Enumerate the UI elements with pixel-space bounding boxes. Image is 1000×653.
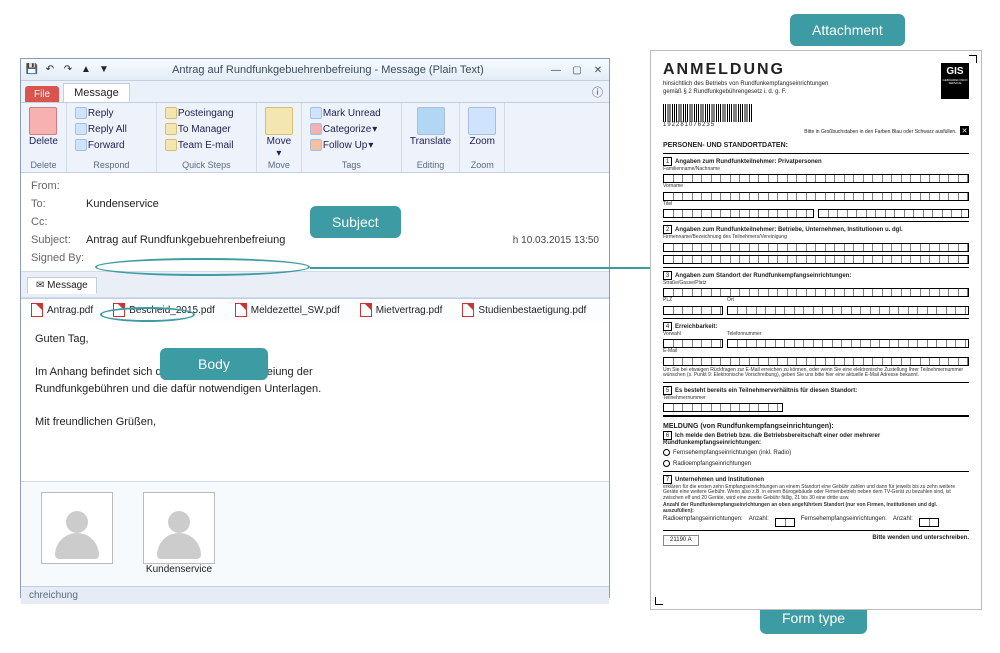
form-section: 4Erreichbarkeit: VorwahlTelefonnummer E-…: [663, 322, 969, 379]
ribbon-group-delete: Delete Delete: [21, 103, 67, 172]
status-bar: chreichung: [21, 586, 609, 604]
from-label: From:: [31, 180, 86, 192]
window-controls: — ▢ ✕: [545, 64, 605, 76]
prev-icon[interactable]: ▲: [79, 63, 93, 77]
section-title: PERSONEN- UND STANDORTDATEN:: [663, 142, 969, 150]
group-label: Tags: [308, 160, 395, 172]
tab-message[interactable]: Message: [63, 83, 130, 102]
redo-icon[interactable]: ↷: [61, 63, 75, 77]
ribbon-group-tags: Mark Unread Categorize ▾ Follow Up ▾ Tag…: [302, 103, 402, 172]
subject-label: Subject:: [31, 234, 86, 246]
oval-subject: [95, 258, 310, 276]
zoom-button[interactable]: Zoom: [466, 106, 498, 148]
people-pane: Kundenservice: [21, 481, 609, 586]
quick-access-toolbar: 💾 ↶ ↷ ▲ ▼: [25, 63, 111, 77]
attachment-item[interactable]: Meldezettel_SW.pdf: [235, 303, 340, 317]
contact-card[interactable]: Kundenservice: [143, 492, 215, 575]
contact-card[interactable]: [41, 492, 113, 564]
undo-icon[interactable]: ↶: [43, 63, 57, 77]
email-window: 💾 ↶ ↷ ▲ ▼ Antrag auf Rundfunkgebuehrenbe…: [20, 58, 610, 598]
attachment-tab[interactable]: ✉ Message: [27, 277, 97, 294]
ribbon-group-quick-steps: Posteingang To Manager Team E-mail Quick…: [157, 103, 257, 172]
group-label: Editing: [408, 160, 453, 172]
form-footer: Bitte wenden und unterschreiben.: [872, 535, 969, 546]
delete-button[interactable]: Delete: [27, 106, 60, 148]
pdf-icon: [462, 303, 474, 317]
form-type-code: 21190 A: [663, 535, 699, 546]
forward-button[interactable]: Forward: [73, 138, 127, 152]
avatar-icon: [41, 492, 113, 564]
next-icon[interactable]: ▼: [97, 63, 111, 77]
form-subtitle: gemäß § 2 Rundfunkgebührengesetz i. d. g…: [663, 89, 969, 96]
attachment-item[interactable]: Antrag.pdf: [31, 303, 93, 317]
ribbon-group-editing: Translate Editing: [402, 103, 460, 172]
callout-body: Body: [160, 348, 268, 380]
attachment-bar: ✉ Message: [21, 272, 609, 298]
body-line: Guten Tag,: [35, 331, 595, 348]
group-label: Zoom: [466, 160, 498, 172]
ribbon-group-respond: Reply Reply All Forward Respond: [67, 103, 157, 172]
form-section: 7Unternehmen und Institutionen erklären …: [663, 475, 969, 528]
section-title: MELDUNG (von Rundfunkempfangseinrichtung…: [663, 423, 969, 431]
pdf-icon: [31, 303, 43, 317]
form-section: 2Angaben zum Rundfunkteilnehmer: Betrieb…: [663, 225, 969, 264]
form-section: 3Angaben zum Standort der Rundfunkempfan…: [663, 271, 969, 315]
window-title: Antrag auf Rundfunkgebuehrenbefreiung - …: [111, 64, 545, 76]
cc-label: Cc:: [31, 216, 86, 228]
reply-button[interactable]: Reply: [73, 106, 116, 120]
quickstep-posteingang[interactable]: Posteingang: [163, 106, 236, 120]
pdf-icon: [360, 303, 372, 317]
help-icon[interactable]: ⓘ: [586, 82, 609, 102]
ribbon-group-move: Move▾ Move: [257, 103, 302, 172]
maximize-icon[interactable]: ▢: [570, 65, 584, 76]
group-label: Move: [263, 160, 295, 172]
arrow-line: [310, 267, 668, 269]
form-subtitle: hinsichtlich des Betriebs von Rundfunkem…: [663, 81, 969, 88]
save-icon[interactable]: 💾: [25, 63, 39, 77]
form-document: GISGEBÜHREN INFO SERVICE ANMELDUNG hinsi…: [650, 50, 982, 610]
attachment-item[interactable]: Mietvertrag.pdf: [360, 303, 443, 317]
mark-unread-button[interactable]: Mark Unread: [308, 106, 383, 120]
reply-all-button[interactable]: Reply All: [73, 122, 129, 136]
minimize-icon[interactable]: —: [549, 65, 563, 76]
barcode: [663, 104, 753, 122]
form-section: 5Es besteht bereits ein Teilnehmerverhäl…: [663, 386, 969, 413]
signed-by-label: Signed By:: [31, 252, 86, 264]
callout-subject: Subject: [310, 206, 401, 238]
to-label: To:: [31, 198, 86, 210]
close-icon[interactable]: ✕: [591, 65, 605, 76]
ribbon-tabs: File Message ⓘ: [21, 81, 609, 103]
body-line: Mit freundlichen Grüßen,: [35, 414, 595, 431]
ribbon-group-zoom: Zoom Zoom: [460, 103, 505, 172]
tab-file[interactable]: File: [25, 86, 59, 102]
gis-logo: GISGEBÜHREN INFO SERVICE: [941, 63, 969, 99]
callout-attachment: Attachment: [790, 14, 905, 46]
ribbon: Delete Delete Reply Reply All Forward Re…: [21, 103, 609, 173]
form-section: 6Ich melde den Betrieb bzw. die Betriebs…: [663, 431, 969, 468]
oval-attachment: [100, 307, 195, 322]
attachment-item[interactable]: Studienbestaetigung.pdf: [462, 303, 586, 317]
group-label: Quick Steps: [163, 160, 250, 172]
timestamp: h 10.03.2015 13:50: [513, 235, 599, 246]
pdf-icon: [235, 303, 247, 317]
translate-button[interactable]: Translate: [408, 106, 453, 148]
quickstep-team-email[interactable]: Team E-mail: [163, 138, 236, 152]
categorize-button[interactable]: Categorize ▾: [308, 122, 379, 136]
group-label: Respond: [73, 160, 150, 172]
quickstep-to-manager[interactable]: To Manager: [163, 122, 233, 136]
follow-up-button[interactable]: Follow Up ▾: [308, 138, 376, 152]
crop-mark-icon: [655, 597, 663, 605]
titlebar: 💾 ↶ ↷ ▲ ▼ Antrag auf Rundfunkgebuehrenbe…: [21, 59, 609, 81]
group-label: Delete: [27, 160, 60, 172]
message-body: Guten Tag, Im Anhang befindet sich der d…: [21, 321, 609, 481]
crop-mark-icon: [969, 55, 977, 63]
move-button[interactable]: Move▾: [263, 106, 295, 160]
form-title: ANMELDUNG: [663, 61, 969, 79]
form-section: 1Angaben zum Rundfunkteilnehmer: Privatp…: [663, 157, 969, 219]
avatar-icon: [143, 492, 215, 564]
